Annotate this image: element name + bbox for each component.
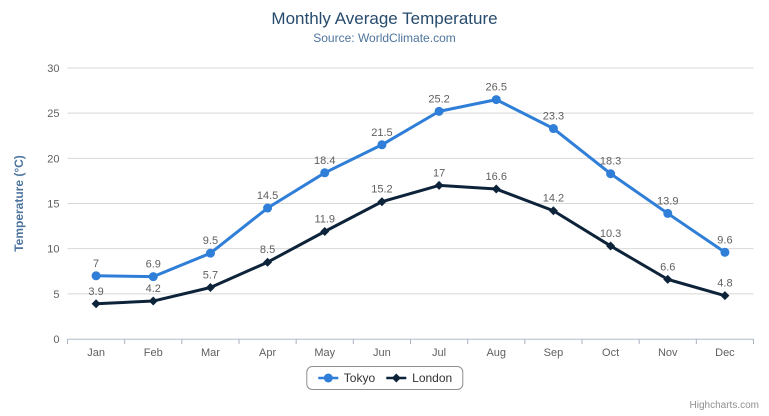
data-label: 9.5 <box>203 235 218 247</box>
x-axis-tick-label: Feb <box>144 347 163 359</box>
y-axis-tick-label: 30 <box>47 63 59 75</box>
y-axis-title: Temperature (°C) <box>12 155 26 252</box>
data-label: 3.9 <box>88 286 103 298</box>
data-label: 18.3 <box>600 156 621 168</box>
x-axis-tick-label: Aug <box>486 347 506 359</box>
x-axis-tick-label: Oct <box>602 347 619 359</box>
chart-title: Monthly Average Temperature <box>271 9 498 28</box>
data-point-tokyo[interactable] <box>377 140 387 150</box>
legend: Tokyo London <box>305 366 464 390</box>
data-label: 25.2 <box>428 93 449 105</box>
data-label: 6.9 <box>146 259 161 271</box>
data-point-tokyo[interactable] <box>148 272 158 282</box>
data-label: 6.6 <box>660 261 675 273</box>
x-axis-tick-label: Nov <box>658 347 678 359</box>
data-label: 13.9 <box>657 195 678 207</box>
legend-label: London <box>412 371 453 385</box>
data-point-london[interactable] <box>548 206 558 216</box>
data-label: 16.6 <box>486 171 507 183</box>
data-label: 5.7 <box>203 270 218 282</box>
data-point-tokyo[interactable] <box>548 124 558 134</box>
data-label: 11.9 <box>314 214 335 226</box>
data-point-tokyo[interactable] <box>491 95 501 105</box>
data-label: 15.2 <box>371 184 392 196</box>
data-point-london[interactable] <box>491 184 501 194</box>
x-axis-tick-label: Apr <box>259 347 276 359</box>
data-point-london[interactable] <box>263 257 273 267</box>
data-point-tokyo[interactable] <box>205 248 215 258</box>
data-label: 23.3 <box>543 111 564 123</box>
data-label: 4.8 <box>717 278 732 290</box>
data-point-london[interactable] <box>606 241 616 251</box>
data-point-tokyo[interactable] <box>663 208 673 218</box>
data-label: 7 <box>93 258 99 270</box>
data-label: 18.4 <box>314 155 335 167</box>
data-label: 26.5 <box>486 82 507 94</box>
data-label: 17 <box>433 167 445 179</box>
data-point-tokyo[interactable] <box>606 169 616 179</box>
y-axis-tick-label: 0 <box>53 334 59 346</box>
data-point-london[interactable] <box>148 296 158 306</box>
y-axis-tick-label: 25 <box>47 108 59 120</box>
data-label: 21.5 <box>371 127 392 139</box>
x-axis-tick-label: Mar <box>201 347 220 359</box>
x-axis-tick-label: Dec <box>715 347 735 359</box>
data-point-tokyo[interactable] <box>720 247 730 257</box>
x-axis-tick-label: May <box>314 347 335 359</box>
data-point-tokyo[interactable] <box>263 203 273 213</box>
data-label: 14.5 <box>257 190 278 202</box>
y-axis-tick-label: 20 <box>47 153 59 165</box>
data-label: 8.5 <box>260 244 275 256</box>
data-point-tokyo[interactable] <box>434 106 444 116</box>
data-label: 10.3 <box>600 228 621 240</box>
data-point-london[interactable] <box>320 227 330 237</box>
data-label: 4.2 <box>146 283 161 295</box>
data-point-london[interactable] <box>663 274 673 284</box>
data-label: 14.2 <box>543 193 564 205</box>
x-axis-tick-label: Jan <box>87 347 105 359</box>
y-axis-tick-label: 5 <box>53 289 59 301</box>
y-axis-tick-label: 15 <box>47 199 59 211</box>
data-label: 9.6 <box>717 234 732 246</box>
x-axis-tick-label: Jun <box>373 347 391 359</box>
chart-subtitle: Source: WorldClimate.com <box>313 31 456 45</box>
diamond-marker-icon <box>386 373 407 383</box>
series-line-london <box>94 183 727 306</box>
data-point-london[interactable] <box>91 299 101 309</box>
credits-link[interactable]: Highcharts.com <box>689 400 759 411</box>
circle-marker-icon <box>317 373 338 383</box>
data-point-london[interactable] <box>377 197 387 207</box>
legend-item-london[interactable]: London <box>385 371 452 385</box>
x-axis-tick-label: Sep <box>544 347 564 359</box>
y-axis-tick-label: 10 <box>47 244 59 256</box>
data-point-tokyo[interactable] <box>91 271 101 281</box>
data-point-london[interactable] <box>205 283 215 293</box>
series-line-tokyo <box>94 98 727 279</box>
data-point-tokyo[interactable] <box>320 168 330 178</box>
x-axis-tick-label: Jul <box>432 347 446 359</box>
data-point-london[interactable] <box>720 291 730 301</box>
legend-item-tokyo[interactable]: Tokyo <box>317 371 375 385</box>
data-point-london[interactable] <box>434 180 444 190</box>
legend-label: Tokyo <box>343 371 376 385</box>
